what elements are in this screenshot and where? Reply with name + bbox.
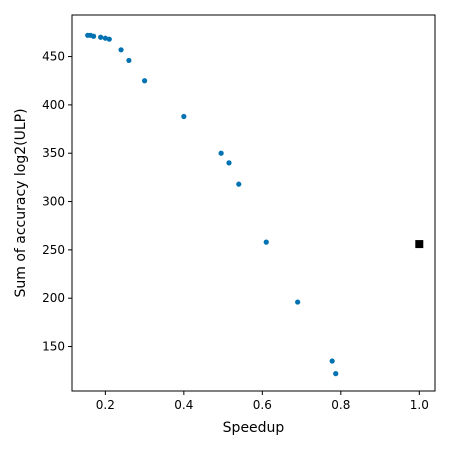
data-point bbox=[333, 371, 339, 377]
data-point bbox=[329, 358, 335, 364]
data-point bbox=[90, 33, 97, 39]
x-tick-label: 0.6 bbox=[253, 398, 272, 412]
x-tick-label: 0.8 bbox=[331, 398, 350, 412]
y-tick-label: 400 bbox=[42, 98, 65, 112]
y-tick-label: 300 bbox=[42, 195, 65, 209]
data-point bbox=[118, 47, 124, 53]
data-point bbox=[106, 36, 112, 42]
data-marks bbox=[85, 32, 424, 377]
x-tick-label: 0.4 bbox=[174, 398, 193, 412]
y-tick-label: 350 bbox=[42, 146, 65, 160]
data-point bbox=[98, 34, 104, 40]
data-point bbox=[236, 181, 242, 187]
axis-ticks: 0.2 0.4 0.6 0.8 1.0 150 200 250 300 350 400 450 bbox=[42, 50, 429, 412]
y-axis-label: Sum of accuracy log2(ULP) bbox=[13, 108, 29, 297]
data-point bbox=[218, 150, 224, 156]
y-tick-label: 250 bbox=[42, 243, 65, 257]
data-point-square bbox=[415, 240, 424, 249]
y-tick-label: 450 bbox=[42, 50, 65, 64]
x-tick-label: 1.0 bbox=[410, 398, 429, 412]
data-point bbox=[142, 78, 148, 84]
plot-area-frame bbox=[71, 14, 436, 392]
data-point bbox=[126, 57, 132, 64]
x-axis-label: Speedup bbox=[223, 420, 285, 436]
data-point bbox=[226, 160, 232, 166]
data-point bbox=[295, 299, 301, 305]
data-point bbox=[102, 35, 108, 41]
y-tick-label: 150 bbox=[42, 340, 65, 354]
data-point bbox=[263, 239, 269, 245]
y-tick-label: 200 bbox=[42, 291, 65, 305]
x-tick-label: 0.2 bbox=[96, 398, 115, 412]
data-point bbox=[181, 113, 187, 120]
